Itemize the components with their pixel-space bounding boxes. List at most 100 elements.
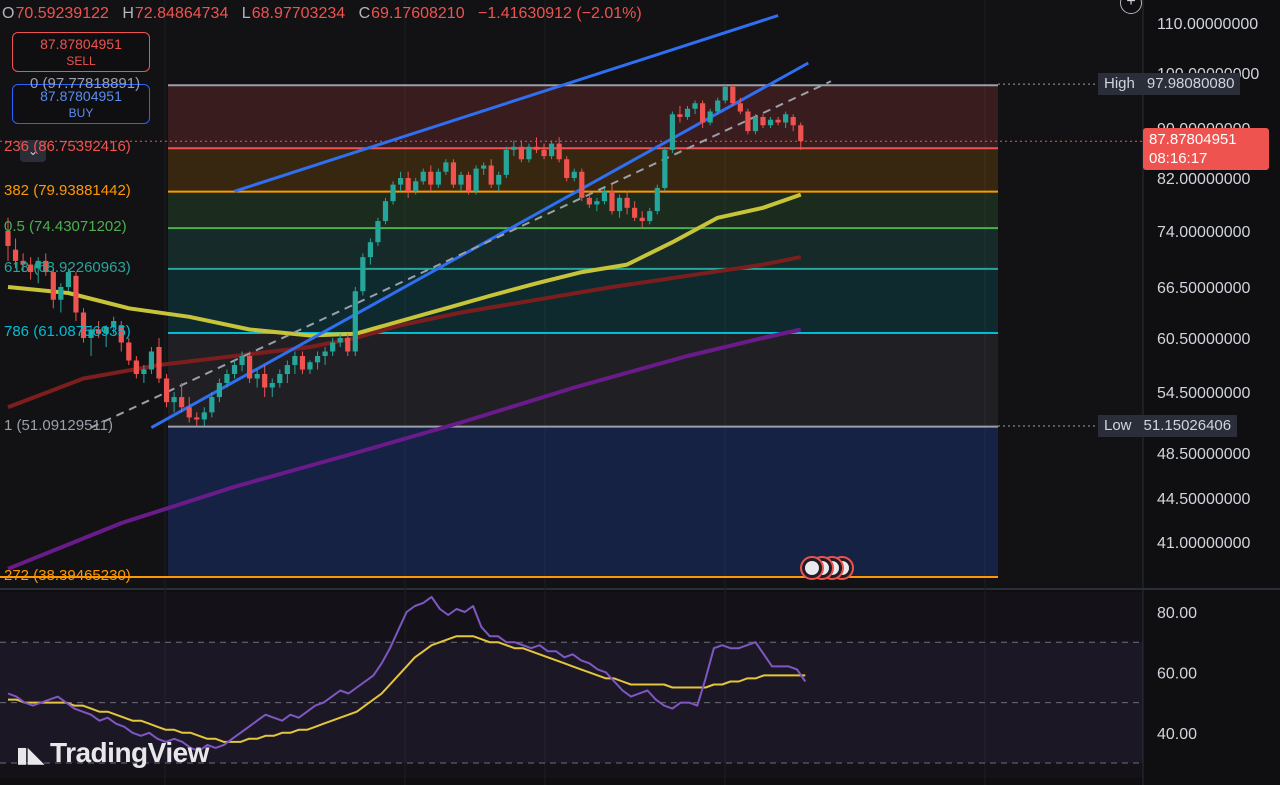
candle-body (239, 356, 245, 365)
rsi-tick-label: 60.00 (1157, 665, 1197, 682)
candle (80, 308, 87, 343)
candle (549, 140, 555, 160)
event-flag-inner-icon (805, 561, 819, 575)
candle-body (571, 171, 577, 178)
fib-label: 0 (97.77818891) (30, 75, 141, 93)
candle-body (277, 374, 283, 383)
candle-body (12, 249, 19, 261)
candle (20, 253, 26, 273)
candle (277, 369, 283, 388)
close-value: 69.17608210 (371, 5, 465, 22)
candle (511, 140, 517, 157)
trend-dashed-line (90, 80, 832, 429)
candle (428, 165, 434, 192)
candle-body (790, 117, 796, 126)
candle (186, 397, 192, 423)
candle (579, 168, 585, 202)
candle-body (50, 272, 56, 300)
candle-body (58, 287, 64, 300)
candle-body (624, 197, 630, 208)
candle (541, 143, 547, 160)
candle-body (398, 178, 404, 185)
candle-body (179, 397, 185, 408)
candle-body (752, 117, 759, 132)
close-key: C (358, 5, 371, 22)
candle (458, 171, 464, 192)
fib-label: 1 (51.09129511) (4, 416, 113, 434)
candle (209, 392, 215, 418)
candle-body (367, 242, 373, 258)
candle-body (518, 146, 524, 160)
last-price: 87.87804951 (1149, 131, 1237, 148)
candle (586, 191, 592, 208)
candle (163, 374, 170, 408)
candle (12, 238, 19, 269)
candle (28, 257, 34, 280)
price-tick-label: 54.50000000 (1157, 385, 1251, 402)
candle (43, 253, 49, 276)
candle (179, 383, 185, 413)
candle (677, 106, 683, 123)
fib-label: 618 (68.92260963) (4, 258, 131, 276)
candle-body (594, 201, 600, 205)
candle-body (541, 149, 547, 157)
low-marker: Low 51.15026406 (1098, 415, 1238, 437)
candle-body (171, 397, 177, 403)
candle-body (722, 86, 728, 101)
price-tick-label: 41.00000000 (1157, 535, 1251, 552)
candle-body (103, 326, 109, 334)
tradingview-logo[interactable]: ▮◣ TradingView (16, 737, 209, 769)
sell-button[interactable]: 87.87804951 SELL (12, 32, 150, 72)
candle-body (760, 117, 766, 126)
countdown: 08:16:17 (1149, 150, 1208, 167)
rsi-tick-label: 40.00 (1157, 726, 1197, 743)
candle-body (314, 356, 321, 363)
low-label: Low (1098, 415, 1138, 437)
rsi-ma-line (8, 635, 806, 743)
candle (450, 159, 457, 188)
buy-button[interactable]: 87.87804951 BUY (12, 84, 150, 124)
candle-body (503, 149, 509, 175)
candle (148, 347, 155, 374)
candle (103, 325, 109, 347)
price-tick-label: 66.50000000 (1157, 280, 1251, 297)
candle-body (601, 191, 608, 202)
candle-body (526, 146, 532, 160)
candle-body (299, 356, 306, 370)
candle-body (80, 312, 87, 338)
candle (322, 347, 328, 365)
candle-body (20, 260, 26, 265)
candle-body (662, 149, 668, 188)
candle (594, 197, 600, 212)
candle (254, 369, 260, 388)
candle (352, 287, 358, 356)
candle-body (616, 197, 623, 212)
candle (624, 191, 630, 215)
candle-body (375, 221, 381, 243)
candle-body (163, 378, 170, 403)
candle-body (549, 143, 555, 157)
candle (669, 111, 675, 153)
candle (752, 114, 759, 135)
chevron-down-icon[interactable]: ⌄ (20, 140, 46, 162)
fib-label: 272 (38.39465230) (4, 566, 131, 584)
candle (405, 171, 411, 198)
candle-body (473, 168, 479, 192)
candle (526, 143, 532, 163)
candle-body (262, 374, 268, 388)
candle-body (707, 111, 713, 123)
high-value-label: 97.98080080 (1140, 73, 1241, 95)
candle-body (413, 181, 419, 192)
candle-body (458, 174, 464, 185)
candle (367, 238, 373, 265)
candle (58, 283, 64, 313)
high-key: H (122, 5, 134, 22)
candle-body (632, 207, 638, 218)
candle-body (677, 114, 683, 117)
candle (443, 159, 449, 175)
price-tick-label: 82.00000000 (1157, 171, 1251, 188)
candle-body (88, 329, 94, 338)
candle (330, 338, 336, 356)
candle (632, 201, 638, 222)
